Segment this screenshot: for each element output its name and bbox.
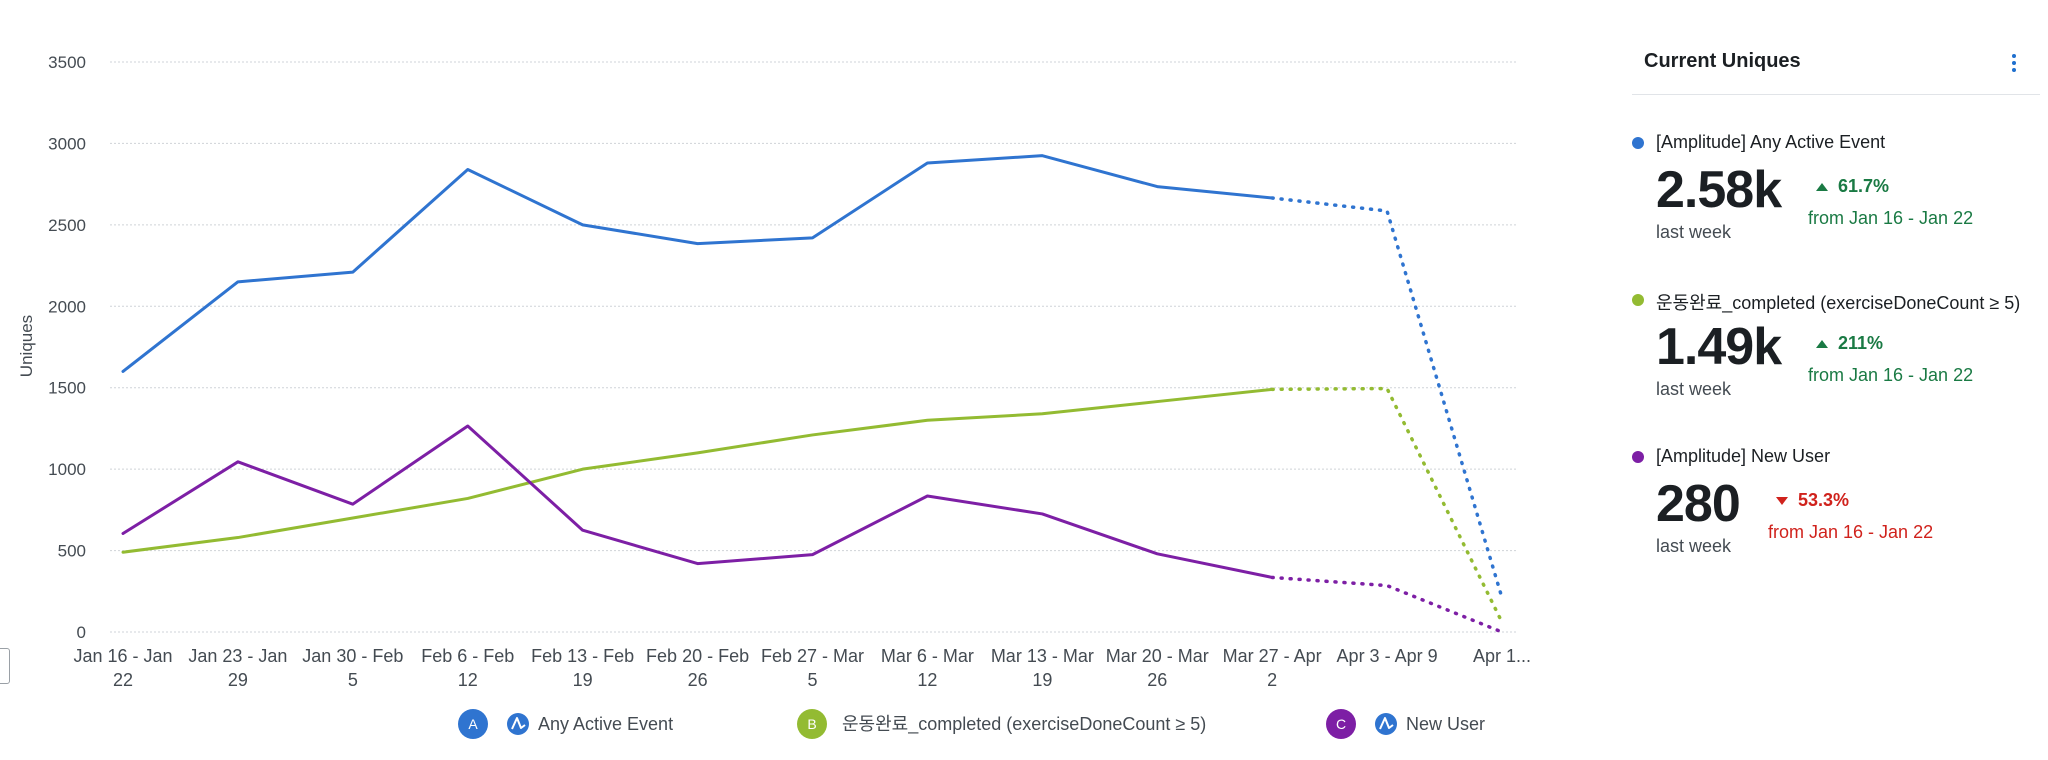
metric-period: last week [1656,379,1732,399]
legend-label: Any Active Event [538,714,673,734]
x-tick-label-line2: 19 [1032,670,1052,690]
line-chart: 0 500 1000 1500 2000 2500 3000 3500 Uniques Jan… [17,53,1531,739]
metric-change: 211% [1816,333,1883,354]
x-tick-label-line2: 26 [688,670,708,690]
x-tick-label: Apr 3 - Apr 9 [1337,646,1438,666]
amplitude-icon-glyph [1379,717,1394,730]
y-axis-label: Uniques [17,315,36,377]
metric-range: from Jan 16 - Jan 22 [1808,365,1974,385]
series-incomplete-b[interactable] [1270,386,1504,624]
y-tick-label: 500 [58,542,86,561]
panel-header: Current Uniques [1632,40,2040,95]
metric-name: 운동완료_completed (exerciseDoneCount ≥ 5) [1656,293,2021,313]
x-tick-label: Feb 6 - Feb [421,646,514,666]
arrow-down-icon [1776,497,1788,506]
series-line-a[interactable] [121,154,1274,373]
legend-badge-letter: A [468,716,478,732]
amplitude-icon [1375,713,1397,735]
y-tick-label: 0 [77,623,86,642]
x-tick-label: Mar 20 - Mar [1106,646,1209,666]
x-tick-label: Feb 27 - Mar [761,646,864,666]
series-lines [121,154,1504,634]
x-tick-label-line2: 12 [917,670,937,690]
y-tick-label: 2000 [48,297,86,316]
x-tick-label-line2: 29 [228,670,248,690]
y-tick-label: 1000 [48,460,86,479]
arrow-up-icon [1816,183,1828,192]
x-tick-label: Feb 13 - Feb [531,646,634,666]
chart-legend: A Any Active Event B 운동완료_completed (exerci… [458,709,1485,739]
x-tick-label: Jan 16 - Jan [73,646,172,666]
metric-name: [Amplitude] Any Active Event [1656,132,1886,152]
x-tick-label: Apr 1... [1473,646,1531,666]
series-incomplete-c[interactable] [1270,575,1504,634]
amplitude-icon-glyph [511,717,526,730]
x-tick-label: Mar 6 - Mar [881,646,974,666]
y-tick-label: 3000 [48,134,86,153]
metric-card-any-active-event[interactable]: [Amplitude] Any Active Event 2.58k last … [1632,132,2040,262]
x-tick-label: Mar 13 - Mar [991,646,1094,666]
metric-change: 53.3% [1776,490,1849,511]
amplitude-icon [507,713,529,735]
x-tick-label-line2: 12 [458,670,478,690]
x-tick-label: Mar 27 - Apr [1223,646,1322,666]
series-dot-icon [1632,137,1644,149]
x-tick-label-line2: 5 [807,670,817,690]
series-dot-icon [1632,451,1644,463]
metric-card-new-user[interactable]: [Amplitude] New User 280 last week 53.3%… [1632,446,2040,576]
x-tick-label: Jan 30 - Feb [302,646,403,666]
y-axis-ticks: 0 500 1000 1500 2000 2500 3000 3500 [48,53,86,642]
metric-value: 2.58k [1656,161,1782,219]
legend-badge-letter: B [807,716,816,732]
y-tick-label: 2500 [48,216,86,235]
series-line-b[interactable] [121,387,1274,554]
panel-title: Current Uniques [1644,50,1801,72]
metric-range: from Jan 16 - Jan 22 [1768,522,1934,542]
legend-badge [1326,709,1356,739]
arrow-up-icon [1816,340,1828,349]
current-uniques-panel: Current Uniques [Amplitude] Any Active E… [1632,40,2040,740]
x-tick-label-line2: 5 [348,670,358,690]
metric-period: last week [1656,536,1732,556]
x-tick-label-line2: 26 [1147,670,1167,690]
metric-card-exercise-completed[interactable]: 운동완료_completed (exerciseDoneCount ≥ 5) 1… [1632,289,2040,419]
x-tick-label-line2: 19 [573,670,593,690]
metric-range: from Jan 16 - Jan 22 [1808,208,1974,228]
series-incomplete-a[interactable] [1270,196,1504,600]
legend-badge-letter: C [1336,716,1346,732]
legend-label: 운동완료_completed (exerciseDoneCount ≥ 5) [842,714,1206,735]
more-options-icon[interactable] [2012,54,2016,72]
x-tick-label: Jan 23 - Jan [188,646,287,666]
x-axis-ticks: Jan 16 - Jan 22 Jan 23 - Jan 29 Jan 30 - Feb… [73,646,1531,690]
metric-period: last week [1656,222,1732,242]
series-line-c[interactable] [121,424,1274,579]
legend-badge [458,709,488,739]
legend-item-c[interactable]: C New User [1326,709,1485,739]
x-tick-label-line2: 22 [113,670,133,690]
x-tick-label: Feb 20 - Feb [646,646,749,666]
legend-item-b[interactable]: B 운동완료_completed (exerciseDoneCount ≥ 5) [797,709,1206,739]
legend-label: New User [1406,714,1485,734]
metric-change: 61.7% [1816,176,1889,197]
metric-name: [Amplitude] New User [1656,446,1831,466]
legend-badge [797,709,827,739]
x-tick-label-line2: 2 [1267,670,1277,690]
legend-item-a[interactable]: A Any Active Event [458,709,673,739]
y-tick-label: 1500 [48,379,86,398]
metric-value: 1.49k [1656,318,1782,376]
collapse-handle[interactable] [0,648,10,684]
metric-value: 280 [1656,475,1741,533]
grid-lines [110,61,1518,633]
y-tick-label: 3500 [48,53,86,72]
series-dot-icon [1632,294,1644,306]
